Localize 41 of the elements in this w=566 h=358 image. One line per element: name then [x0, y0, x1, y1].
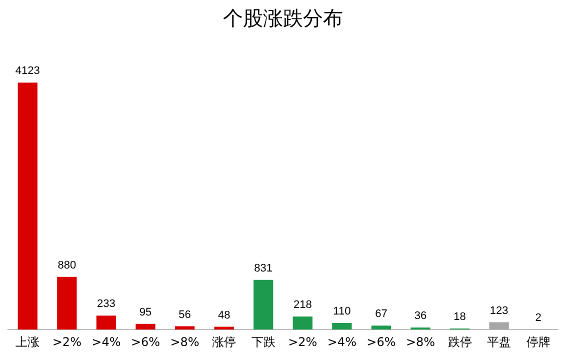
bar: [254, 280, 274, 330]
data-label: 56: [178, 308, 191, 321]
x-tick-label: >6%: [366, 334, 396, 349]
x-tick-label: >4%: [327, 334, 356, 349]
x-tick-label: >4%: [92, 334, 121, 349]
data-label: 95: [139, 306, 152, 318]
data-label: 18: [454, 311, 466, 324]
bar: [214, 326, 234, 330]
x-tick-label: 下跌: [251, 334, 276, 349]
x-tick-label: 停牌: [526, 334, 550, 349]
data-label: 2: [535, 312, 542, 324]
data-label: 831: [254, 262, 273, 274]
x-tick-label: >6%: [130, 334, 160, 349]
x-tick-label: 涨停: [212, 334, 236, 349]
bar: [410, 327, 430, 330]
bar: [136, 324, 156, 330]
bar: [332, 323, 352, 330]
data-label: 880: [58, 259, 76, 272]
bar: [57, 276, 77, 330]
x-tick-label: 上涨: [16, 334, 40, 349]
bar: [174, 326, 195, 330]
data-label: 218: [293, 299, 312, 312]
data-label: 123: [490, 304, 508, 317]
bar: [18, 82, 38, 330]
data-label: 67: [375, 308, 388, 320]
data-label: 36: [414, 310, 427, 322]
x-tick-label: >2%: [288, 334, 318, 349]
data-label: 233: [97, 298, 116, 310]
bar: [292, 316, 312, 330]
bar: [489, 322, 509, 330]
bar: [96, 316, 116, 330]
x-tick-label: >8%: [170, 334, 200, 349]
data-label: 4123: [15, 65, 40, 78]
bar: [371, 326, 392, 330]
chart-title: 个股涨跌分布: [223, 6, 343, 30]
data-label: 48: [218, 309, 230, 322]
data-label: 110: [333, 306, 351, 318]
x-tick-label: 跌停: [448, 334, 472, 349]
x-tick-label: >2%: [52, 334, 82, 349]
x-tick-label: >8%: [406, 334, 436, 349]
x-tick-label: 平盘: [487, 334, 512, 349]
